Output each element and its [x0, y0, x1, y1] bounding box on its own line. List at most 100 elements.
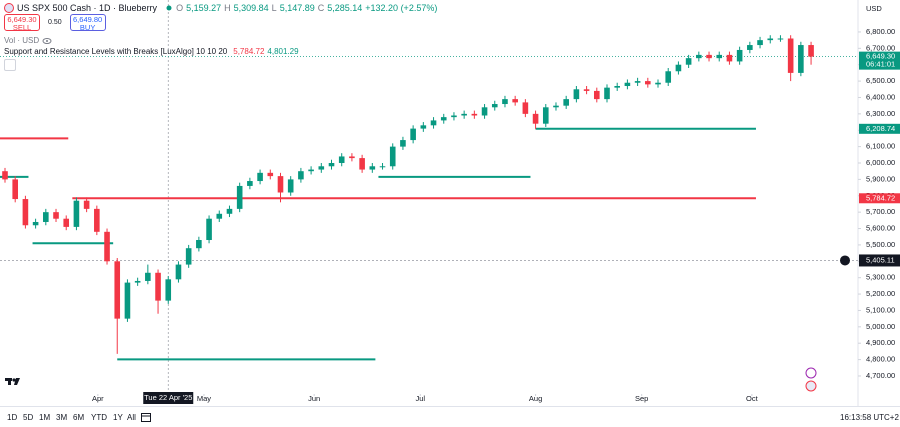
x-tick-label: Jun — [308, 394, 320, 403]
candle-body — [553, 105, 559, 108]
candle-body — [104, 231, 110, 262]
indicator-row: Support and Resistance Levels with Break… — [4, 47, 299, 56]
crosshair-price-label: 5,405.11 — [866, 255, 895, 264]
candle-body — [287, 179, 294, 193]
candle-body — [308, 169, 314, 172]
crosshair-date-label: Tue 22 Apr '25 — [144, 393, 192, 402]
candle-body — [736, 49, 743, 62]
indicator-value: 4,801.29 — [267, 47, 299, 56]
buy-button[interactable]: 6,649.80 BUY — [69, 14, 106, 32]
candle-body — [624, 82, 631, 87]
candle-body — [318, 166, 325, 170]
y-tick-label: 4,700.00 — [866, 371, 895, 380]
flag-icon — [4, 3, 14, 13]
eye-icon[interactable] — [42, 37, 52, 45]
candle-body — [359, 158, 365, 170]
range-button[interactable]: 5D — [23, 413, 34, 422]
candle-body — [2, 171, 8, 180]
candle-body — [12, 179, 19, 200]
candle-body — [134, 280, 141, 283]
x-tick-label: Apr — [92, 394, 104, 403]
range-button[interactable]: 1Y — [113, 413, 123, 422]
price-badge — [859, 123, 900, 134]
range-button[interactable]: 1D — [7, 413, 18, 422]
candle-body — [808, 45, 814, 57]
y-tick-label: 5,900.00 — [866, 174, 895, 183]
y-tick-label: 5,300.00 — [866, 273, 895, 282]
collapse-button[interactable] — [4, 59, 16, 71]
candle-body — [614, 86, 621, 88]
y-tick-label: 6,700.00 — [866, 43, 895, 52]
candle-body — [349, 156, 355, 159]
range-button[interactable]: 3M — [56, 413, 68, 422]
y-tick-label: 5,000.00 — [866, 322, 895, 331]
range-button[interactable]: 1M — [39, 413, 51, 422]
candle-body — [175, 264, 182, 280]
candle-body — [155, 272, 161, 301]
y-tick-label: 5,500.00 — [866, 240, 895, 249]
volume-row: Vol · USD — [4, 36, 52, 45]
candle-body — [777, 38, 784, 40]
price-badge-label: 5,784.72 — [866, 193, 895, 202]
candle-body — [430, 120, 437, 126]
crosshair-price-box — [859, 254, 900, 267]
candle-body — [83, 200, 90, 209]
candle-body — [522, 102, 529, 114]
range-button[interactable]: All — [127, 413, 136, 422]
candle-body — [542, 107, 549, 124]
x-tick-label: Jul — [415, 394, 425, 403]
candle-body — [94, 208, 100, 232]
crosshair-add-button — [840, 255, 850, 266]
candle-body — [32, 221, 39, 226]
ohlc-value: 5,147.89 — [279, 3, 315, 13]
candle-body — [706, 54, 712, 59]
candle-body — [787, 38, 794, 73]
buy-label: BUY — [79, 23, 96, 32]
y-tick-label: 4,800.00 — [866, 355, 895, 364]
y-tick-label: 6,000.00 — [866, 158, 895, 167]
x-tick-label: Oct — [746, 394, 759, 403]
price-badge-label: 6,208.74 — [866, 124, 895, 133]
candle-body — [165, 279, 172, 301]
x-tick-label: May — [197, 394, 211, 403]
candle-body — [532, 113, 539, 124]
candle-body — [267, 172, 274, 177]
ohlc-value: 5,159.27 — [186, 3, 222, 13]
ohlc-label: C — [317, 3, 325, 13]
candle-body — [196, 240, 202, 249]
price-badge — [859, 51, 900, 70]
candle-body — [798, 45, 804, 73]
indicator-value: 5,784.72 — [233, 47, 265, 56]
candle-body — [338, 156, 345, 164]
candle-body — [124, 282, 131, 319]
ohlc-value: 5,285.14 — [327, 3, 363, 13]
candle-body — [43, 212, 49, 222]
event-flag-icon[interactable] — [805, 380, 817, 392]
candle-body — [563, 99, 569, 106]
range-button[interactable]: 6M — [73, 413, 85, 422]
candle-body — [410, 128, 416, 141]
calendar-icon[interactable] — [140, 411, 152, 423]
candle-body — [216, 213, 223, 219]
candle-body — [767, 38, 774, 41]
currency-label: USD — [866, 4, 882, 13]
sell-button[interactable]: 6,649.30 SELL — [4, 14, 40, 32]
sell-price: 6,649.30 — [7, 15, 37, 24]
x-tick-label: Aug — [529, 394, 542, 403]
ohlc-label: H — [224, 3, 231, 13]
candle-body — [645, 81, 651, 85]
candle-body — [145, 272, 151, 281]
spread: 0.50 — [48, 19, 62, 26]
symbol-title[interactable]: US SPX 500 Cash · 1D · Blueberry — [17, 3, 158, 13]
candle-body — [655, 82, 661, 85]
range-button[interactable]: YTD — [91, 413, 107, 422]
candle-body — [604, 87, 610, 100]
candle-body — [114, 261, 121, 319]
ohlc-label: L — [271, 3, 277, 13]
indicator-name[interactable]: Support and Resistance Levels with Break… — [4, 47, 228, 56]
bottom-toolbar: 16:13:58 UTC+2 1D 5D 1M 3M 6M YTD 1Y All — [0, 406, 900, 427]
candle-body — [63, 218, 70, 227]
event-icon[interactable] — [805, 367, 817, 379]
y-tick-label: 5,600.00 — [866, 224, 895, 233]
